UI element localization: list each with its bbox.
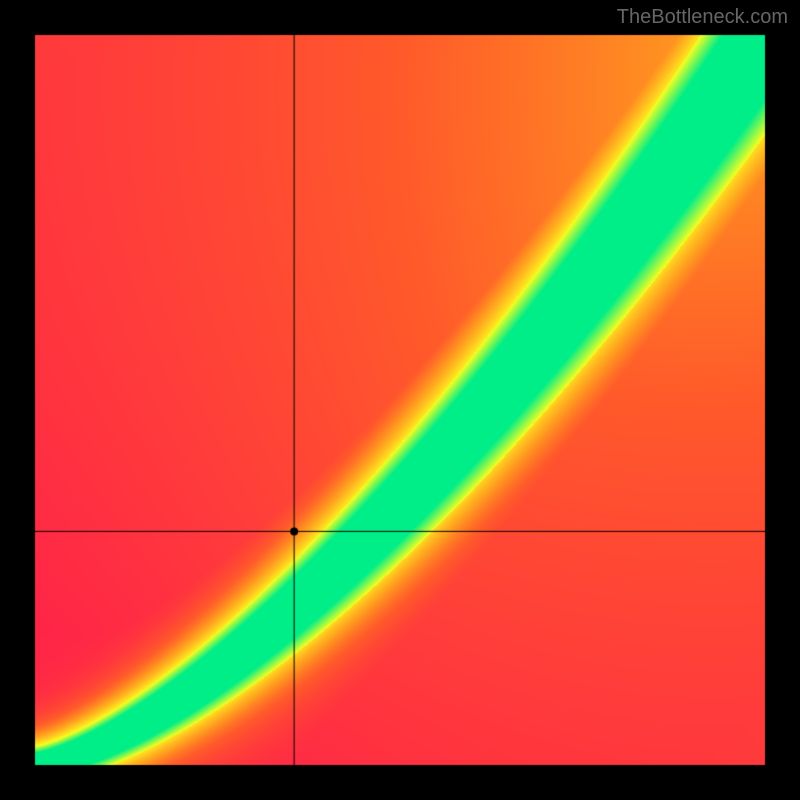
watermark-text: TheBottleneck.com [617, 6, 788, 29]
heatmap-canvas [0, 0, 800, 800]
chart-container: TheBottleneck.com [0, 0, 800, 800]
